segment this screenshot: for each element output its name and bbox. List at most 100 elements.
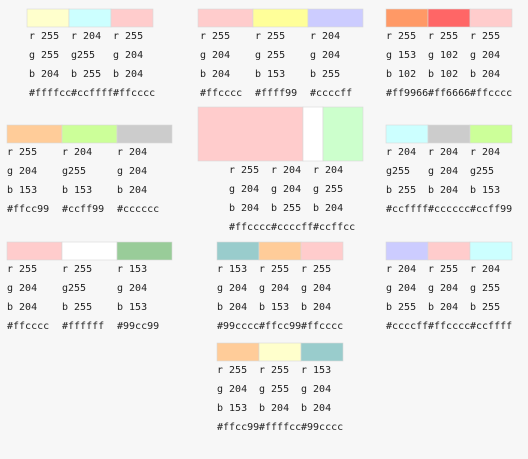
- color-swatch: [322, 106, 364, 162]
- channel-label: g255: [470, 166, 494, 177]
- channel-label: b 255: [386, 185, 416, 196]
- channel-label: b 204: [117, 185, 147, 196]
- channel-label: r 255: [200, 31, 230, 42]
- channel-label: b 153: [7, 185, 37, 196]
- channel-label: r 255: [259, 365, 289, 376]
- channel-label: b 204: [200, 69, 230, 80]
- channel-label: g 255: [259, 384, 289, 395]
- channel-label: g255: [62, 283, 86, 294]
- channel-label: g 204: [271, 184, 301, 195]
- channel-label: g 204: [7, 283, 37, 294]
- channel-label: g 255: [313, 184, 343, 195]
- channel-label: b 153: [217, 403, 247, 414]
- channel-label: b 153: [255, 69, 285, 80]
- channel-label: r 255: [428, 31, 458, 42]
- channel-label: r 255: [217, 365, 247, 376]
- channel-label: b 153: [259, 302, 289, 313]
- hex-label: #cccccc: [117, 204, 159, 215]
- hex-label: #ccff99: [470, 204, 512, 215]
- hex-label: #ccffcc: [313, 222, 355, 233]
- channel-label: g 204: [301, 384, 331, 395]
- color-swatch: [385, 8, 429, 28]
- channel-label: r 204: [470, 264, 500, 275]
- channel-label: b 153: [117, 302, 147, 313]
- color-swatch: [252, 8, 309, 28]
- color-swatch: [427, 241, 471, 261]
- hex-label: #ffffcc: [29, 88, 71, 99]
- hex-label: #ffcccc: [301, 321, 343, 332]
- hex-label: #ffcccc: [229, 222, 271, 233]
- channel-label: g 204: [310, 50, 340, 61]
- channel-label: r 204: [117, 147, 147, 158]
- hex-label: #ffcc99: [217, 422, 259, 433]
- channel-label: g 204: [7, 166, 37, 177]
- color-swatch: [61, 124, 118, 144]
- hex-label: #ffff99: [255, 88, 297, 99]
- hex-label: #ccff99: [62, 204, 104, 215]
- channel-label: b 204: [301, 302, 331, 313]
- channel-label: r 204: [310, 31, 340, 42]
- hex-label: #ccccff: [386, 321, 428, 332]
- color-swatch: [68, 8, 112, 28]
- color-swatch: [197, 106, 304, 162]
- channel-label: g 255: [470, 283, 500, 294]
- channel-label: b 204: [428, 185, 458, 196]
- color-swatch: [258, 342, 302, 362]
- hex-label: #ccffff: [386, 204, 428, 215]
- channel-label: b 255: [271, 203, 301, 214]
- hex-label: #ccccff: [310, 88, 352, 99]
- channel-label: g 204: [117, 283, 147, 294]
- channel-label: r 255: [7, 147, 37, 158]
- color-swatch: [469, 241, 513, 261]
- channel-label: g 204: [113, 50, 143, 61]
- channel-label: g 204: [259, 283, 289, 294]
- channel-label: r 255: [62, 264, 92, 275]
- channel-label: b 204: [428, 302, 458, 313]
- channel-label: r 255: [255, 31, 285, 42]
- color-swatch: [300, 241, 344, 261]
- hex-label: #99cccc: [217, 321, 259, 332]
- hex-label: #ffcccc: [470, 88, 512, 99]
- color-swatch: [427, 124, 471, 144]
- channel-label: b 153: [62, 185, 92, 196]
- channel-label: g 204: [301, 283, 331, 294]
- hex-label: #ffffcc: [259, 422, 301, 433]
- channel-label: b 204: [29, 69, 59, 80]
- channel-label: b 255: [310, 69, 340, 80]
- color-swatch: [6, 124, 63, 144]
- channel-label: r 204: [62, 147, 92, 158]
- hex-label: #ccffff: [71, 88, 113, 99]
- channel-label: r 255: [7, 264, 37, 275]
- channel-label: g 204: [117, 166, 147, 177]
- channel-label: g 204: [386, 283, 416, 294]
- channel-label: g 204: [217, 384, 247, 395]
- hex-label: #99cccc: [301, 422, 343, 433]
- channel-label: b 102: [386, 69, 416, 80]
- channel-label: g 153: [386, 50, 416, 61]
- color-swatch: [110, 8, 154, 28]
- channel-label: r 204: [71, 31, 101, 42]
- channel-label: r 255: [259, 264, 289, 275]
- color-swatch: [302, 106, 324, 162]
- channel-label: r 153: [117, 264, 147, 275]
- channel-label: r 204: [271, 165, 301, 176]
- channel-label: b 204: [259, 403, 289, 414]
- color-swatch: [385, 241, 429, 261]
- hex-label: #99cc99: [117, 321, 159, 332]
- channel-label: r 255: [229, 165, 259, 176]
- channel-label: b 255: [470, 302, 500, 313]
- hex-label: #ffcccc: [428, 321, 470, 332]
- channel-label: b 204: [217, 302, 247, 313]
- channel-label: b 255: [62, 302, 92, 313]
- hex-label: #ff6666: [428, 88, 470, 99]
- color-swatch: [6, 241, 63, 261]
- color-swatch: [26, 8, 70, 28]
- hex-label: #ffcccc: [7, 321, 49, 332]
- channel-label: r 255: [113, 31, 143, 42]
- channel-label: g255: [71, 50, 95, 61]
- channel-label: r 255: [386, 31, 416, 42]
- color-swatch: [300, 342, 344, 362]
- color-swatch: [385, 124, 429, 144]
- color-swatch: [61, 241, 118, 261]
